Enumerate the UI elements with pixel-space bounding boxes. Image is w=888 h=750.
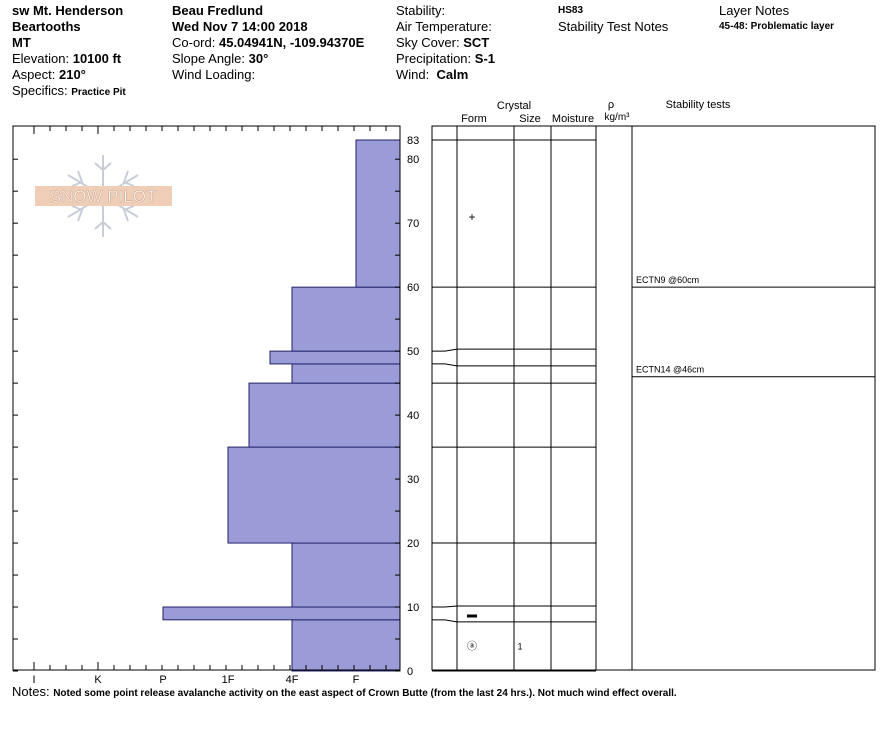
hs-value: HS83 [558,5,584,16]
hardness-tick-label: 1F [222,674,235,686]
range-name: Beartooths [12,19,81,34]
sky-row: Sky Cover: SCT [396,35,490,50]
hardness-plot-frame [12,125,401,671]
wind-row: Wind: Calm [396,67,469,82]
height-tick-label: 40 [407,410,419,422]
stability-test-notes-label: Stability Test Notes [558,19,669,34]
logo-banner [35,186,172,206]
hardness-bar [291,542,401,608]
layer-notes-label: Layer Notes [719,3,790,18]
hardness-bar [291,286,401,352]
elevation-value: 10100 ft [72,51,122,66]
observer-info: Beau Fredlund Wed Nov 7 14:00 2018 Co-or… [172,3,364,83]
weather-info: Stability: Air Temperature: Sky Cover: S… [396,3,495,83]
hardness-tick-label: 4F [286,674,299,686]
height-tick-label: 0 [407,666,413,678]
layer-boundary-line [432,348,596,352]
grain-size-value: 1 [517,641,522,651]
site-info: sw Mt. Henderson Beartooths MT Elevation… [12,3,126,101]
hardness-bar [248,382,401,448]
datetime: Wed Nov 7 14:00 2018 [172,19,308,34]
size-header: Size [519,113,540,125]
logo-text: SNOW PILOT [50,187,157,206]
aspect-value: 210° [58,67,86,82]
hardness-tick-label: I [32,674,35,686]
crystal-header: Crystal [497,100,531,112]
height-tick-label: 20 [407,538,419,550]
wind-loading-row: Wind Loading: [172,67,256,82]
height-tick-label: 83 [407,135,419,147]
observer-name: Beau Fredlund [172,3,264,18]
coord-row: Co-ord: 45.04941N, -109.94370E [172,35,365,50]
grain-form-symbol: ⓐ [467,640,477,652]
hardness-tick-label: P [159,674,166,686]
layer-boundary-line [432,605,596,608]
slope-row: Slope Angle: 30° [172,51,269,66]
stability-tests-header: Stability tests [666,99,731,111]
wind-value: Calm [436,67,469,82]
precip-row: Precipitation: S-1 [396,51,496,66]
snowpilot-logo: SNOW PILOT [35,155,172,237]
stability-notes-header: HS83 Stability Test Notes [558,3,668,35]
specifics-row: Specifics: Practice Pit [12,83,126,98]
height-tick-label: 30 [407,474,419,486]
location-name: sw Mt. Henderson [12,3,124,18]
hardness-tick-label: F [353,674,360,686]
layer-boundary-line [432,363,596,367]
hardness-bar [162,606,401,621]
slope-value: 30° [248,51,269,66]
hardness-bar [291,363,401,384]
notes-text: Noted some point release avalanche activ… [53,688,677,699]
hardness-tick-label: K [94,674,102,686]
grain-form-symbol: ▬ [467,609,477,620]
hardness-bar [269,350,401,365]
notes-label: Notes: [12,684,50,699]
height-tick-label: 70 [407,218,419,230]
elevation-row: Elevation: 10100 ft [12,51,122,66]
height-tick-label: 50 [407,346,419,358]
density-unit-header: kg/m³ [605,112,631,123]
height-tick-label: 60 [407,282,419,294]
height-tick-label: 80 [407,154,419,166]
height-tick-label: 10 [407,602,419,614]
grain-form-symbol: + [468,210,475,224]
stability-test-label: ECTN14 @46cm [636,365,704,375]
notes-row: Notes: Noted some point release avalanch… [12,684,677,699]
moisture-header: Moisture [552,113,594,125]
stability-label: Stability: [396,3,446,18]
sky-value: SCT [463,35,490,50]
layer-boundary-line [432,619,596,623]
coord-value: 45.04941N, -109.94370E [218,35,365,50]
stability-test-label: ECTN9 @60cm [636,275,699,285]
hardness-bar [291,619,401,672]
air-temp-label: Air Temperature: [396,19,492,34]
aspect-row: Aspect: 210° [12,67,86,82]
layer-note: 45-48: Problematic layer [719,21,835,32]
specifics-value: Practice Pit [71,87,126,98]
precip-value: S-1 [474,51,496,66]
density-rho-header: ρ [608,99,614,111]
hardness-bar [355,139,401,288]
layer-table-frame [431,125,876,671]
layer-notes-header: Layer Notes 45-48: Problematic layer [719,3,834,35]
state-name: MT [12,35,31,50]
hardness-bar [227,446,401,544]
form-header: Form [461,113,487,125]
